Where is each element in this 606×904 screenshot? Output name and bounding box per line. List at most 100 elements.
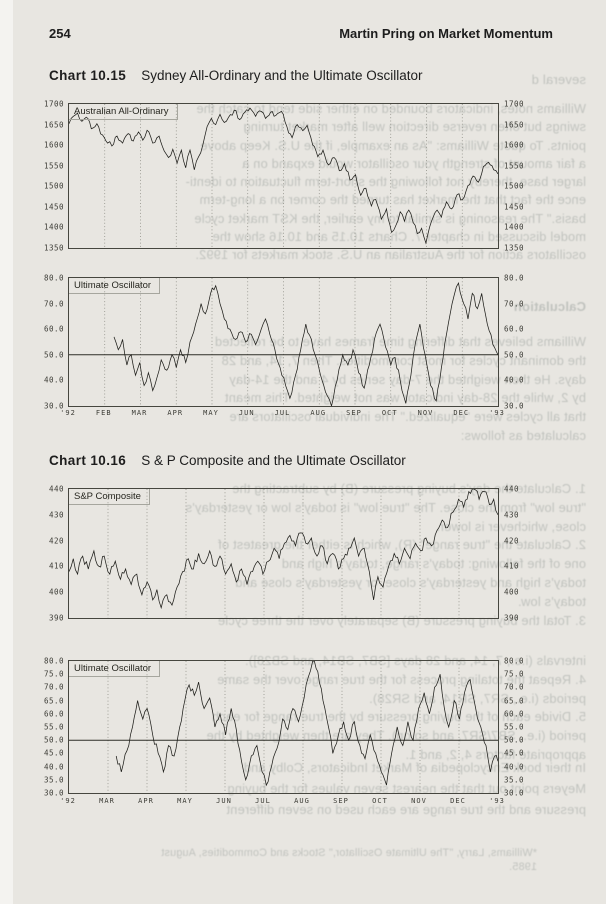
y-axis-tick-label: 420 — [504, 536, 520, 546]
x-axis-tick-label: MAY — [203, 409, 219, 417]
y-axis-tick-label: 1600 — [43, 140, 64, 150]
y-axis-tick-label: 60.0 — [43, 709, 64, 719]
y-axis-tick-label: 30.0 — [43, 788, 64, 798]
chart-title-text: Sydney All-Ordinary and the Ultimate Osc… — [141, 68, 423, 83]
x-axis-tick-label: FEB — [95, 409, 112, 417]
panel-ultimate-oscillator-sp: Ultimate Oscillator 80.0 80.0 75.0 75.0 70.0 7… — [44, 657, 524, 798]
y-axis-tick-label: 45.0 — [43, 748, 64, 758]
y-axis-tick-label: 35.0 — [43, 775, 64, 785]
y-axis-tick-label: 1550 — [43, 161, 64, 171]
ultimate-oscillator-sp-plot — [69, 661, 498, 793]
y-axis-tick-label: 410 — [504, 561, 520, 571]
chart-title-text: S & P Composite and the Ultimate Oscilla… — [141, 453, 406, 468]
y-axis-tick-label: 1500 — [43, 181, 64, 191]
y-axis-tick-label: 1700 — [43, 99, 64, 109]
panel-label: Ultimate Oscillator — [69, 278, 161, 294]
ultimate-oscillator-sydney-line — [113, 282, 498, 406]
y-axis-tick-label: 50.0 — [43, 735, 64, 745]
y-axis-tick-label: 80.0 — [504, 273, 525, 283]
y-axis-tick-label: 70.0 — [43, 299, 64, 309]
y-axis-tick-label: 440 — [48, 484, 64, 494]
y-axis-tick-label: 40.0 — [504, 375, 525, 385]
y-axis-tick-label: 80.0 — [43, 656, 64, 666]
y-axis-tick-label: 30.0 — [504, 788, 525, 798]
y-axis-tick-label: 40.0 — [43, 762, 64, 772]
y-axis-tick-label: 1500 — [504, 181, 525, 191]
panel-label: Ultimate Oscillator — [69, 661, 161, 677]
y-axis-tick-label: 1700 — [504, 99, 525, 109]
x-axis-tick-label: APR — [167, 409, 184, 417]
ghost-text-block: *Williams, Larry, "The Ultimate Oscillat… — [161, 847, 537, 873]
panel-australian-all-ordinary: Australian All-Ordinary 1700 1700 1650 1650 1… — [44, 100, 524, 253]
panel-label: Australian All-Ordinary — [69, 104, 178, 120]
y-axis-tick-label: 55.0 — [504, 722, 525, 732]
y-axis-tick-label: 390 — [48, 613, 64, 623]
y-axis-tick-label: 75.0 — [43, 669, 64, 679]
chart-label: Chart 10.16 — [49, 453, 127, 468]
y-axis-tick-label: 65.0 — [43, 696, 64, 706]
x-axis-tick-label: AUG — [294, 797, 310, 805]
y-axis-tick-label: 430 — [504, 510, 520, 520]
y-axis-tick-label: 1550 — [504, 161, 525, 171]
y-axis-tick-label: 60.0 — [504, 709, 525, 719]
panel-label: S&P Composite — [69, 489, 150, 505]
y-axis-tick-label: 1650 — [43, 120, 64, 130]
sp-composite-plot — [69, 489, 498, 618]
australian-all-ordinary-plot — [69, 104, 498, 248]
y-axis-tick-label: 75.0 — [504, 669, 525, 679]
y-axis-tick-label: 1400 — [43, 222, 64, 232]
x-axis-tick-label: JUN — [216, 797, 232, 805]
x-axis-tick-label: JUL — [274, 409, 291, 417]
y-axis-tick-label: 80.0 — [504, 656, 525, 666]
y-axis-tick-label: 60.0 — [43, 324, 64, 334]
chart-heading-10-16: Chart 10.16 S & P Composite and the Ultim… — [49, 453, 406, 468]
x-axis-tick-label: '93 — [489, 797, 505, 805]
x-axis-tick-label: '92 — [60, 409, 76, 417]
y-axis-tick-label: 1350 — [43, 243, 64, 253]
panel-ultimate-oscillator-sydney: Ultimate Oscillator 80.0 80.0 70.0 70.0 60.0 6… — [44, 274, 524, 411]
chart-label: Chart 10.15 — [49, 68, 127, 83]
x-axis-tick-label: NOV — [417, 409, 434, 417]
y-axis-tick-label: 1400 — [504, 222, 525, 232]
chart-heading-10-15: Chart 10.15 Sydney All-Ordinary and the U… — [49, 68, 423, 83]
y-axis-tick-label: 30.0 — [43, 401, 64, 411]
x-axis-tick-label: DEC — [453, 409, 470, 417]
y-axis-tick-label: 70.0 — [504, 299, 525, 309]
scan-page-edge — [0, 0, 13, 904]
x-axis-tick-label: MAR — [99, 797, 115, 805]
x-axis-tick-label: MAR — [131, 409, 148, 417]
x-axis-tick-label: '92 — [60, 797, 76, 805]
y-axis-tick-label: 420 — [48, 536, 64, 546]
y-axis-tick-label: 70.0 — [504, 682, 525, 692]
y-axis-tick-label: 80.0 — [43, 273, 64, 283]
x-axis-tick-label: OCT — [381, 409, 398, 417]
y-axis-tick-label: 1450 — [504, 202, 525, 212]
x-axis-tick-label: NOV — [411, 797, 427, 805]
y-axis-tick-label: 390 — [504, 613, 520, 623]
x-axis-tick-label: AUG — [310, 409, 327, 417]
y-axis-tick-label: 70.0 — [43, 682, 64, 692]
y-axis-tick-label: 65.0 — [504, 696, 525, 706]
y-axis-tick-label: 35.0 — [504, 775, 525, 785]
y-axis-tick-label: 45.0 — [504, 748, 525, 758]
y-axis-tick-label: 40.0 — [43, 375, 64, 385]
ultimate-oscillator-sydney-plot — [69, 278, 498, 406]
x-axis-tick-label: JUN — [238, 409, 255, 417]
y-axis-tick-label: 1350 — [504, 243, 525, 253]
page-number: 254 — [49, 26, 71, 41]
x-axis-tick-label: SEP — [346, 409, 362, 417]
x-axis-tick-label: MAY — [177, 797, 193, 805]
y-axis-tick-label: 50.0 — [43, 350, 64, 360]
x-axis-labels-chart-10-16: '92 MAR APR MAY JUN JUL AUG SEP OCT NOV DEC '93 — [60, 797, 504, 807]
y-axis-tick-label: 30.0 — [504, 401, 525, 411]
y-axis-tick-label: 50.0 — [504, 350, 525, 360]
y-axis-tick-label: 40.0 — [504, 762, 525, 772]
x-axis-tick-label: SEP — [333, 797, 349, 805]
x-axis-tick-label: DEC — [450, 797, 466, 805]
australian-all-ordinary-line — [69, 107, 498, 245]
y-axis-tick-label: 440 — [504, 484, 520, 494]
x-axis-tick-label: JUL — [255, 797, 271, 805]
ultimate-oscillator-sp-line — [115, 661, 498, 787]
y-axis-tick-label: 410 — [48, 561, 64, 571]
